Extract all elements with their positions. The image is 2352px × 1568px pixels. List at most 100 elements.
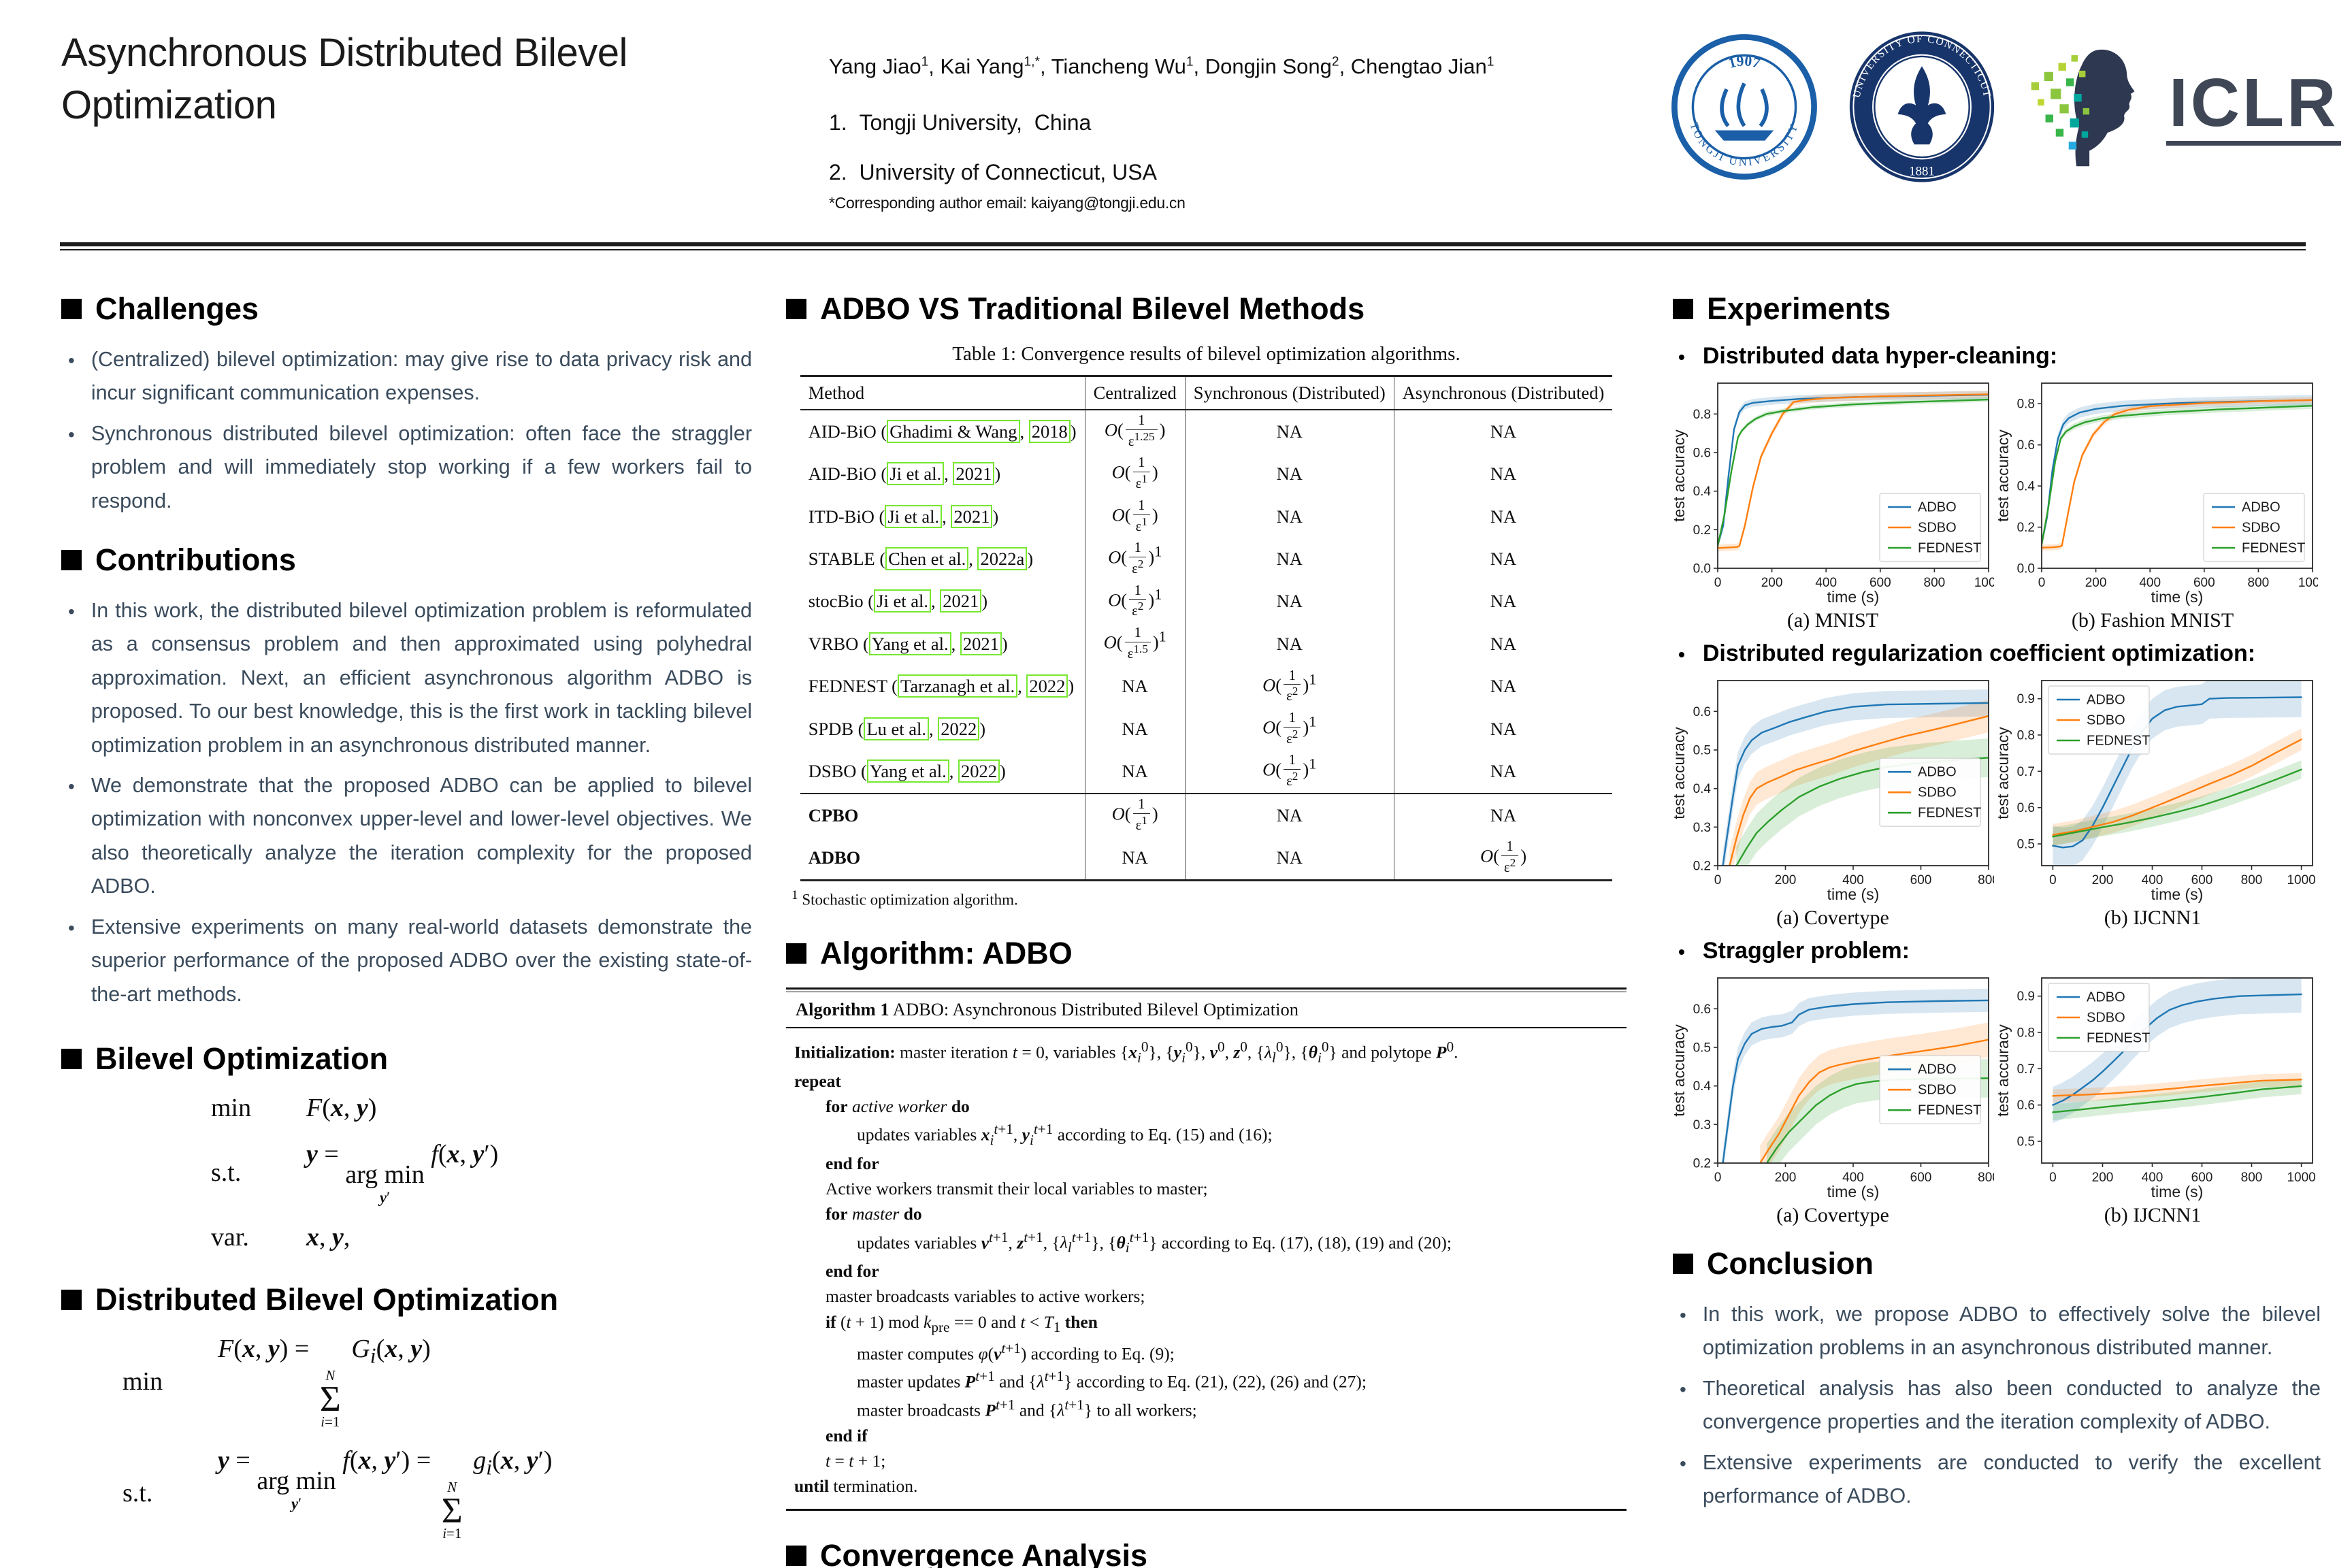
svg-text:200: 200 (1775, 1171, 1797, 1185)
table-caption: Table 1: Convergence results of bilevel … (952, 343, 1460, 365)
bullet-icon: • (68, 776, 75, 798)
svg-text:FEDNEST: FEDNEST (2087, 1031, 2150, 1046)
table-row: STABLE (Chen et al., 2022a) O(1 ε2)1 NA NA (800, 538, 1613, 581)
section-heading-experiments: Experiments (1673, 291, 2321, 327)
confidence-band (1722, 988, 1989, 1163)
svg-text:0.4: 0.4 (1693, 1079, 1712, 1094)
series-line-SDBO (1759, 1039, 1989, 1163)
svg-text:0.5: 0.5 (2017, 1135, 2035, 1149)
table-row: AID-BiO (Ghadimi & Wang, 2018) O(1 ε1.25) N… (800, 410, 1613, 453)
algorithm-line: master broadcasts variables to active wo… (826, 1286, 1145, 1307)
result-cell: NA (1393, 538, 1613, 581)
method-cell: STABLE (Chen et al., 2022a) (808, 546, 1034, 570)
list-item: • Theoretical analysis has also been cond… (1680, 1372, 2321, 1439)
section-square-icon (61, 550, 82, 571)
challenges-list: • (Centralized) bilevel optimization: may… (61, 343, 752, 518)
result-cell: NA (1393, 792, 1613, 837)
y-axis-label: test accuracy (1674, 429, 1688, 522)
bullet-icon: • (1678, 941, 1685, 962)
experiment-group-straggler: •Straggler problem: 02004006008000.20.30… (1673, 938, 2321, 1227)
uconn-oak-leaf (1897, 66, 1946, 145)
list-item: • We demonstrate that the proposed ADBO c… (68, 769, 752, 904)
svg-text:0.5: 0.5 (1693, 1041, 1711, 1056)
result-cell: NA (1184, 623, 1394, 666)
svg-text:1000: 1000 (2298, 576, 2318, 590)
svg-text:800: 800 (1978, 1171, 1994, 1185)
line-chart: 0 200 400 600 800 0.2 0.3 0.4 0.5 0.6 time (s) test… (1674, 680, 1994, 903)
contributions-list: • In this work, the distributed bilevel o… (61, 594, 752, 1011)
confidence-band (2053, 681, 2302, 866)
series-line-FEDNEST (2052, 768, 2302, 838)
section-square-icon (61, 1290, 82, 1311)
x-axis-label: time (s) (2151, 1183, 2204, 1200)
svg-text:FEDNEST: FEDNEST (1918, 1103, 1981, 1118)
table-header-cell: Method (800, 376, 1085, 410)
chart-legend: ADBO SDBO FEDNEST (2203, 493, 2305, 562)
svg-text:400: 400 (2139, 576, 2161, 590)
method-cell: AID-BiO (Ghadimi & Wang, 2018) (808, 419, 1077, 443)
result-cell: O(1 ε1) (1084, 792, 1186, 837)
y-axis-label: test accuracy (1998, 727, 2012, 819)
svg-text:ADBO: ADBO (2087, 693, 2125, 708)
algorithm-line: master updates Pt+1 and {λt+1} according… (857, 1368, 1367, 1392)
line-chart: 0 200 400 600 800 0.2 0.3 0.4 0.5 0.6 time (s) test… (1674, 977, 1994, 1200)
section-square-icon (61, 1048, 82, 1069)
svg-text:0: 0 (2049, 1171, 2057, 1185)
algorithm-line: for active worker do (826, 1096, 970, 1117)
table-header-cell: Synchronous (Distributed) (1184, 376, 1394, 410)
svg-text:800: 800 (1924, 576, 1946, 590)
title-line-2: Optimization (61, 82, 277, 127)
chart-covertype-regularization: 0 200 400 600 800 0.2 0.3 0.4 0.5 0.6 time (s) test… (1674, 675, 1994, 904)
series-line-FEDNEST (2052, 1085, 2302, 1113)
result-cell: O(1 ε1) (1084, 495, 1186, 538)
svg-text:400: 400 (1842, 873, 1864, 887)
svg-text:0.8: 0.8 (2017, 397, 2035, 412)
svg-text:0.4: 0.4 (1693, 782, 1712, 796)
svg-text:800: 800 (1978, 873, 1994, 887)
result-cell: NA (1084, 836, 1186, 881)
middle-column: ADBO VS Traditional Bilevel Methods Tabl… (786, 291, 1627, 1568)
table-row: VRBO (Yang et al., 2021) O(1 ε1.5)1 NA NA (800, 623, 1613, 666)
svg-text:SDBO: SDBO (1918, 1083, 1957, 1098)
chart-legend: ADBO SDBO FEDNEST (1879, 493, 1981, 562)
table-row: DSBO (Yang et al., 2022) NA O(1 ε2)1 NA (800, 750, 1613, 794)
svg-text:SDBO: SDBO (1918, 521, 1957, 536)
x-axis-label: time (s) (2151, 588, 2204, 606)
list-item: • Extensive experiments on many real-worl… (68, 911, 752, 1011)
result-cell: O(1 ε2)1 (1184, 707, 1394, 751)
bullet-icon: • (68, 350, 75, 371)
chart-fashion-mnist: 0 200 400 600 800 1000 0.0 0.2 0.4 0.6 0.8 time (s)… (1998, 378, 2318, 606)
svg-text:0.8: 0.8 (2017, 729, 2035, 743)
algorithm-line: end if (826, 1425, 868, 1446)
bullet-icon: • (1680, 1452, 1686, 1474)
svg-text:0: 0 (1714, 1171, 1722, 1185)
result-cell: NA (1184, 410, 1394, 453)
algorithm-line: master computes φ(vt+1) according to Eq.… (857, 1339, 1175, 1364)
section-square-icon (61, 299, 82, 319)
algorithm-line: master broadcasts Pt+1 and {λt+1} to all… (857, 1396, 1197, 1420)
section-heading-comparison: ADBO VS Traditional Bilevel Methods (786, 291, 1627, 327)
chart-row: 0 200 400 600 800 0.2 0.3 0.4 0.5 0.6 time (s) test… (1674, 675, 2321, 904)
list-item: • In this work, we propose ADBO to effect… (1680, 1298, 2321, 1365)
x-axis-label: time (s) (2151, 885, 2204, 903)
svg-text:FEDNEST: FEDNEST (1918, 806, 1981, 821)
iclr-wordmark: ICLR (2166, 69, 2342, 146)
section-square-icon (1673, 299, 1693, 319)
section-heading-algorithm: Algorithm: ADBO (786, 936, 1627, 971)
list-item: • In this work, the distributed bilevel o… (68, 594, 752, 762)
chart-captions: (a) Covertype (b) IJCNN1 (1776, 1204, 2202, 1226)
series-line-SDBO (2052, 738, 2302, 836)
section-heading-conclusion: Conclusion (1673, 1246, 2321, 1281)
line-chart: 0 200 400 600 800 1000 0.0 0.2 0.4 0.6 0.8 time (s)… (1998, 382, 2318, 606)
svg-text:0.0: 0.0 (2017, 562, 2035, 576)
result-cell: O(1 ε2)1 (1084, 580, 1186, 623)
table-header-cell: Asynchronous (Distributed) (1393, 376, 1613, 410)
iclr-mosaic (2031, 55, 2090, 150)
bullet-icon: • (68, 423, 75, 445)
affiliations: 1. Tongji University, China 2. Universit… (829, 110, 1157, 210)
result-cell: NA (1393, 580, 1613, 623)
series-line-ADBO (1722, 702, 1989, 866)
svg-text:200: 200 (2092, 1171, 2114, 1185)
svg-text:0: 0 (2049, 873, 2057, 887)
